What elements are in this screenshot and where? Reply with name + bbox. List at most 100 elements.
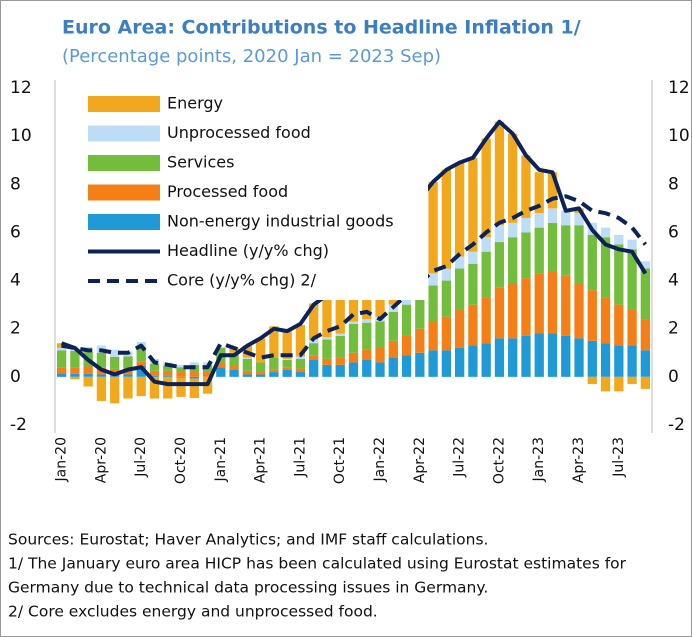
bar-segment bbox=[295, 358, 306, 369]
bar-segment bbox=[56, 367, 67, 374]
bar-segment bbox=[468, 304, 478, 346]
y2-tick-label: -2 bbox=[668, 415, 685, 435]
bar-segment bbox=[614, 234, 624, 245]
footnote: Germany due to technical data processing… bbox=[8, 579, 488, 597]
bar-segment bbox=[70, 367, 80, 374]
bar-segment bbox=[176, 364, 186, 368]
x-tick-label: Apr-21 bbox=[253, 437, 269, 483]
x-tick-label: Jul-22 bbox=[452, 437, 468, 478]
bar-segment bbox=[216, 367, 226, 377]
bar-segment bbox=[362, 349, 372, 361]
bar-segment bbox=[494, 287, 505, 339]
bar-segment bbox=[534, 333, 544, 377]
bar-segment bbox=[110, 368, 120, 375]
bar-segment bbox=[242, 374, 253, 377]
bar-segment bbox=[295, 356, 306, 359]
bar-segment bbox=[481, 138, 491, 238]
y-tick-label: 8 bbox=[10, 174, 21, 194]
bar-segment bbox=[428, 273, 438, 286]
bar-segment bbox=[176, 372, 186, 377]
bar-segment bbox=[322, 337, 332, 340]
bar-segment bbox=[83, 376, 93, 387]
bar-segment bbox=[229, 353, 239, 367]
bar-segment bbox=[574, 225, 584, 283]
x-tick-label: Apr-22 bbox=[412, 437, 428, 483]
bar-segment bbox=[587, 376, 597, 385]
y2-tick-label: 2 bbox=[668, 319, 679, 339]
bar-segment bbox=[481, 297, 491, 344]
bar-segment bbox=[587, 340, 597, 377]
footnote: 1/ The January euro area HICP has been c… bbox=[8, 555, 627, 573]
bar-segment bbox=[136, 346, 146, 362]
legend-swatch bbox=[88, 155, 160, 171]
bar-segment bbox=[521, 335, 531, 377]
bar-segment bbox=[468, 345, 478, 377]
bar-segment bbox=[309, 355, 319, 361]
bar-segment bbox=[428, 285, 438, 322]
y-tick-label: 6 bbox=[10, 222, 21, 242]
bar-segment bbox=[163, 376, 173, 399]
bar-segment bbox=[574, 213, 584, 226]
bar-segment bbox=[521, 232, 531, 279]
bar-segment bbox=[415, 352, 425, 377]
x-tick-label: Jan-22 bbox=[372, 437, 388, 482]
y-tick-label: 4 bbox=[10, 271, 21, 291]
legend-swatch bbox=[88, 125, 160, 142]
core-line bbox=[61, 194, 647, 370]
bar-segment bbox=[123, 356, 133, 369]
bar-segment bbox=[309, 343, 319, 356]
chart-subtitle: (Percentage points, 2020 Jan = 2023 Sep) bbox=[62, 46, 441, 67]
bar-segment bbox=[547, 208, 558, 223]
legend-label: Core (y/y% chg) 2/ bbox=[167, 271, 317, 290]
bar-segment bbox=[534, 213, 544, 228]
bar-segment bbox=[401, 304, 412, 336]
bar-segment bbox=[295, 325, 306, 357]
bar-segment bbox=[401, 335, 412, 356]
bar-segment bbox=[335, 333, 345, 336]
x-tick-label: Oct-22 bbox=[491, 437, 507, 484]
bar-segment bbox=[149, 370, 160, 376]
bar-segment bbox=[454, 162, 465, 257]
bar-segment bbox=[295, 372, 306, 377]
bar-segment bbox=[136, 366, 146, 377]
bar-segment bbox=[454, 309, 465, 348]
bar-segment bbox=[468, 263, 478, 305]
legend-label: Energy bbox=[167, 94, 223, 113]
bar-segment bbox=[362, 360, 372, 377]
bar-segment bbox=[216, 362, 226, 368]
bar-segment bbox=[521, 217, 531, 233]
bar-segment bbox=[348, 323, 359, 353]
bar-segment bbox=[309, 360, 319, 377]
bar-segment bbox=[322, 358, 332, 365]
bar-segment bbox=[547, 333, 558, 377]
bar-segment bbox=[255, 374, 266, 377]
bar-segment bbox=[255, 362, 266, 373]
bar-segment bbox=[149, 363, 160, 371]
bar-segment bbox=[441, 268, 452, 281]
bar-segment bbox=[428, 321, 438, 351]
bar-segment bbox=[163, 370, 173, 376]
bar-segment bbox=[189, 372, 199, 377]
bar-segment bbox=[508, 133, 518, 223]
bar-segment bbox=[441, 316, 452, 351]
bar-segment bbox=[83, 373, 93, 377]
x-tick-label: Apr-23 bbox=[571, 437, 587, 483]
bar-segment bbox=[110, 356, 120, 369]
bar-segment bbox=[481, 343, 491, 377]
x-tick-label: Oct-21 bbox=[332, 437, 348, 484]
bar-segment bbox=[375, 347, 385, 363]
bar-segment bbox=[96, 376, 107, 401]
bar-segment bbox=[335, 335, 345, 358]
bar-segment bbox=[56, 350, 67, 368]
bar-segment bbox=[640, 319, 651, 351]
bar-segment bbox=[348, 321, 359, 324]
bar-segment bbox=[242, 357, 253, 359]
bar-segment bbox=[561, 225, 571, 276]
bar-segment bbox=[534, 172, 544, 214]
bar-segment bbox=[388, 340, 398, 358]
bar-segment bbox=[282, 367, 292, 370]
bar-segment bbox=[56, 373, 67, 377]
legend-label: Services bbox=[167, 153, 234, 172]
